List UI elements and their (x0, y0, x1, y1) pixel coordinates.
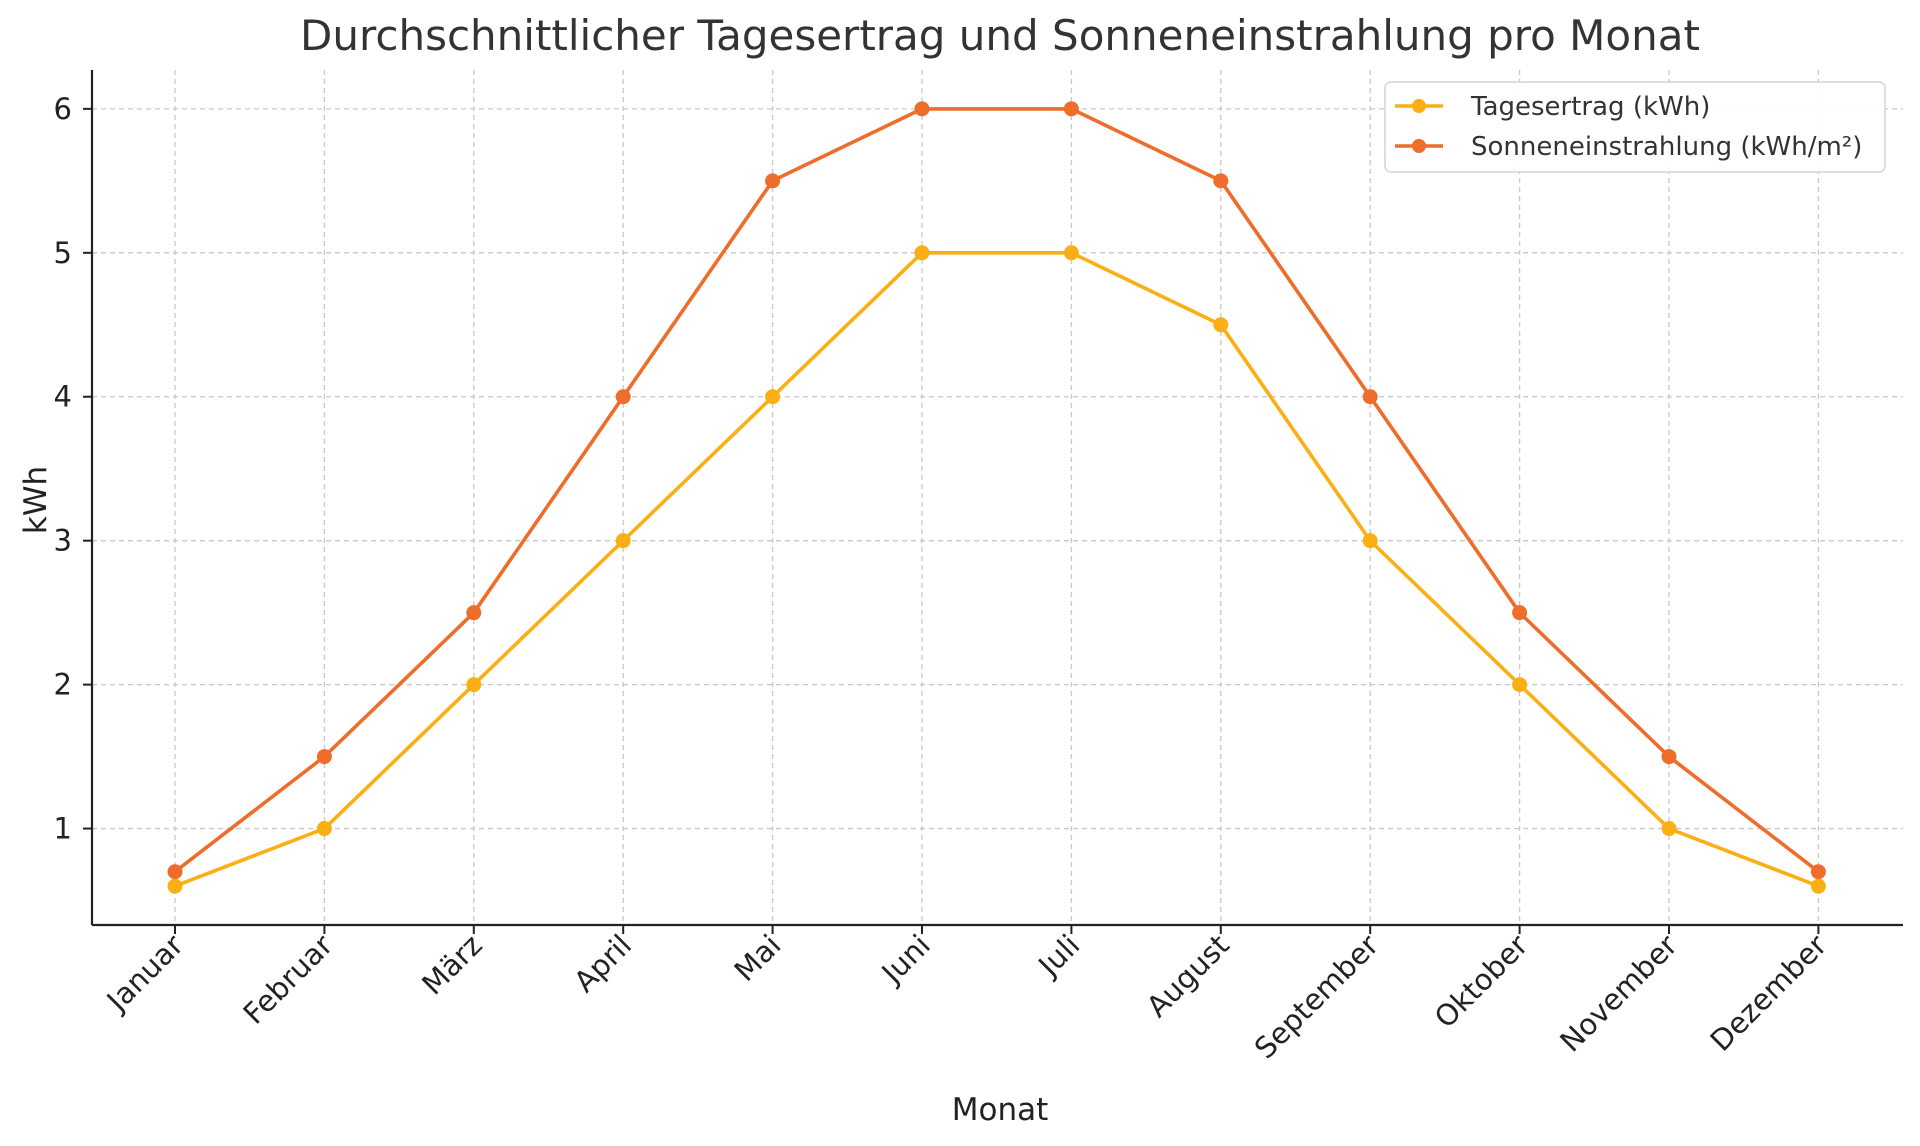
legend-label: Sonneneinstrahlung (kWh/m²) (1471, 132, 1862, 162)
y-tick-label: 2 (54, 668, 72, 702)
x-tick-label: Oktober (1428, 928, 1535, 1035)
legend-item: Sonneneinstrahlung (kWh/m²) (1395, 132, 1862, 162)
y-tick-label: 4 (54, 380, 72, 414)
ticks: 1 2 3 4 5 6 Januar Februar März April Mai Juni Juli A… (54, 92, 1834, 1065)
y-tick-label: 6 (54, 92, 72, 126)
data-point (1661, 821, 1677, 837)
data-point (1063, 245, 1079, 261)
data-point (167, 878, 183, 894)
data-point (615, 533, 631, 549)
grid-layer (92, 70, 1903, 925)
x-tick-label: November (1553, 928, 1684, 1059)
x-tick-label: Januar (99, 928, 190, 1019)
y-tick-label: 1 (54, 812, 72, 846)
data-point (1213, 173, 1229, 189)
series-1 (167, 245, 1826, 894)
x-tick-label: Februar (237, 928, 340, 1031)
y-tick-label: 3 (54, 524, 72, 558)
data-point (1362, 533, 1378, 549)
series-2 (167, 101, 1826, 880)
data-point (1213, 317, 1229, 333)
series-line (174, 251, 1820, 888)
x-tick-label: September (1248, 928, 1385, 1065)
x-tick-label: April (567, 928, 638, 999)
x-tick-label: März (415, 928, 488, 1001)
data-point (914, 245, 930, 261)
data-point (466, 677, 482, 693)
legend: Tagesertrag (kWh) Sonneneinstrahlung (kWh… (1384, 81, 1886, 173)
data-point (1063, 101, 1079, 117)
data-point (1512, 677, 1528, 693)
legend-swatch-marker (1412, 99, 1426, 113)
x-tick-label: Mai (728, 928, 788, 988)
series-line (173, 107, 1820, 874)
x-tick-label: August (1140, 928, 1236, 1024)
legend-box (1384, 81, 1886, 173)
data-point (765, 389, 781, 405)
legend-label: Tagesertrag (kWh) (1470, 92, 1710, 122)
legend-item: Tagesertrag (kWh) (1395, 92, 1710, 122)
data-point (1661, 749, 1677, 765)
data-point (615, 389, 631, 405)
data-point (316, 749, 332, 765)
x-tick-label: Juli (1030, 928, 1086, 984)
legend-swatch-marker (1412, 139, 1426, 153)
data-point (1362, 389, 1378, 405)
data-point (316, 821, 332, 837)
axes (90, 70, 1903, 927)
data-point (1512, 605, 1528, 621)
x-tick-label: Juni (874, 928, 937, 991)
chart-title: Durchschnittlicher Tagesertrag und Sonne… (300, 11, 1700, 60)
data-point (1810, 864, 1826, 880)
data-point (167, 864, 183, 880)
series-layer (167, 101, 1826, 894)
data-point (914, 101, 930, 117)
data-point (1810, 878, 1826, 894)
y-axis-label: kWh (18, 466, 54, 534)
x-tick-label: Dezember (1703, 928, 1833, 1058)
y-tick-label: 5 (54, 236, 72, 270)
data-point (466, 605, 482, 621)
x-axis-label: Monat (952, 1092, 1049, 1128)
data-point (765, 173, 781, 189)
